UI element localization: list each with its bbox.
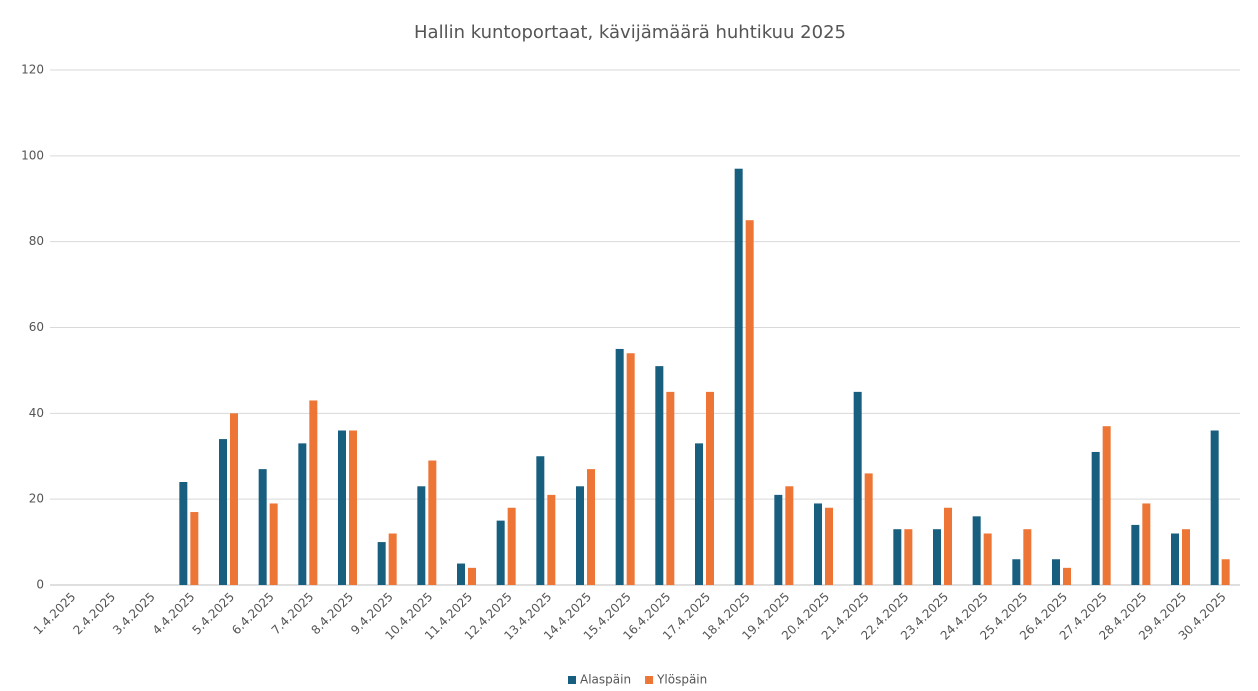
bar [587,469,595,585]
bar [547,494,556,585]
bar [536,456,545,585]
bar [983,533,992,585]
bar [615,348,624,585]
bar [417,486,426,585]
bar [853,391,862,585]
bar [468,567,476,585]
bar [298,443,307,585]
bar [734,168,743,586]
bar [933,529,941,585]
bar [1171,533,1179,585]
bar [745,220,754,586]
bar [626,353,635,585]
bar [1142,503,1151,585]
x-tick-label: 8.4.2025 [308,590,356,638]
bar [785,486,794,585]
legend-item: Ylöspäin [645,673,707,687]
bar [904,529,913,585]
bar [1210,430,1219,585]
bar [695,443,703,585]
bar [179,482,188,585]
bar [1023,529,1032,585]
bar [814,503,822,585]
x-tick-label: 5.4.2025 [189,590,237,638]
bar [774,494,783,585]
bar [190,512,199,585]
bar [457,563,465,585]
bar [496,520,505,585]
bar [1091,451,1100,585]
y-tick-label: 100 [21,148,44,162]
bar [507,507,516,585]
legend-swatch [645,676,654,684]
bar [1131,524,1140,585]
legend-label: Ylöspäin [656,673,707,687]
bar [1182,529,1190,585]
y-tick-label: 20 [29,492,44,506]
bar [972,516,981,585]
bar [893,529,902,585]
bar [269,503,278,585]
bar [1102,426,1111,585]
x-tick-label: 4.4.2025 [150,590,198,638]
bar [428,460,437,585]
bar [1052,559,1060,585]
bar [258,469,267,585]
chart-title: Hallin kuntoportaat, kävijämäärä huhtiku… [414,22,846,43]
bar [1221,559,1230,585]
bar [388,533,397,585]
x-tick-label: 2.4.2025 [70,590,118,638]
bar [1012,559,1021,585]
bar [309,400,318,585]
bar [230,413,238,585]
y-tick-label: 60 [29,320,44,334]
x-tick-label: 7.4.2025 [269,590,317,638]
bar [655,366,664,585]
bar [377,542,386,585]
bar [219,439,227,585]
bar [666,391,675,585]
bar [349,430,357,585]
y-tick-label: 80 [29,234,44,248]
bar [338,430,346,585]
x-tick-label: 6.4.2025 [229,590,277,638]
bar [825,507,833,585]
x-tick-label: 3.4.2025 [110,590,158,638]
bar [576,486,584,585]
bar [706,391,714,585]
y-tick-label: 40 [29,406,44,420]
bar [1063,567,1071,585]
legend-item: Alaspäin [568,673,631,687]
legend-label: Alaspäin [580,673,631,687]
bar [944,507,952,585]
bar [864,473,873,585]
y-tick-label: 120 [21,63,44,77]
legend-swatch [568,676,576,684]
y-tick-label: 0 [36,578,44,592]
x-tick-label: 1.4.2025 [31,590,79,638]
